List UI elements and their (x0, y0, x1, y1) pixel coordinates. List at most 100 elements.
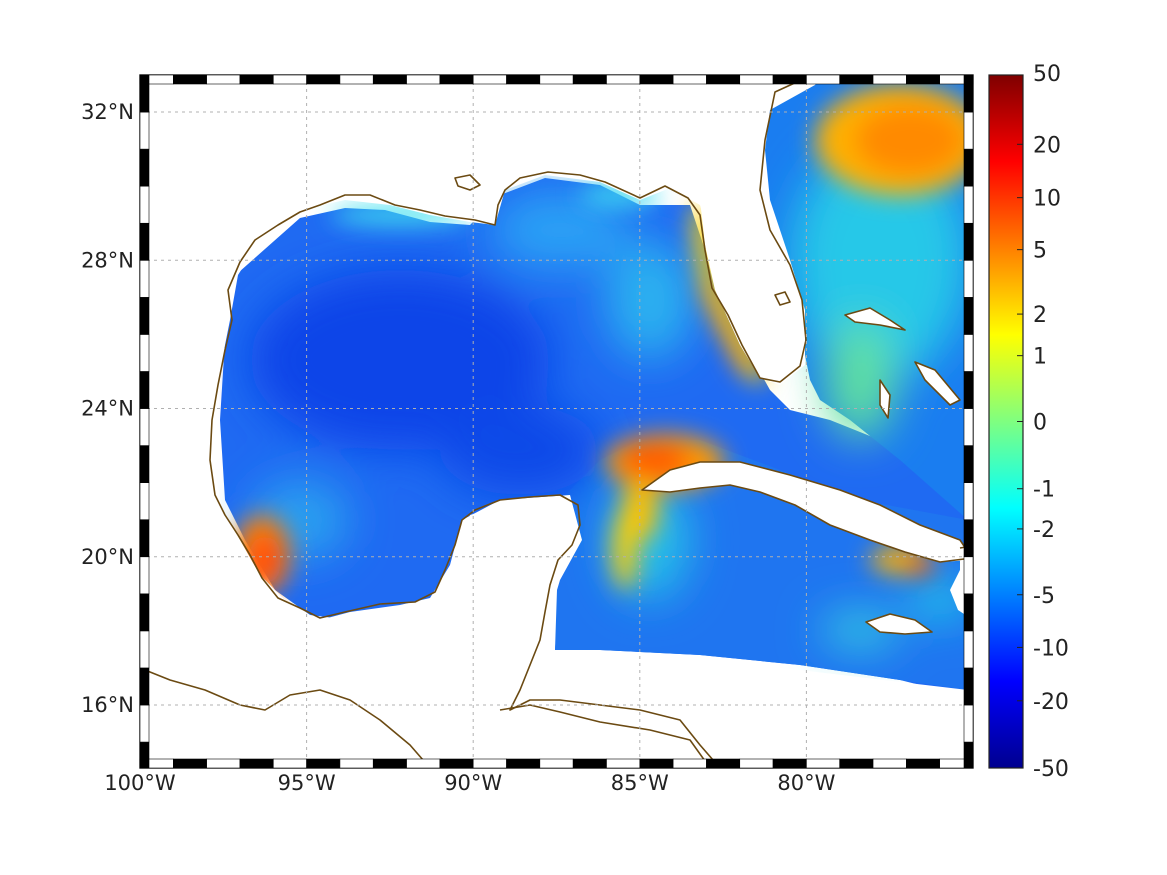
checker-bottom-19 (772, 758, 807, 769)
checker-bottom-22 (872, 758, 907, 769)
checker-top-13 (572, 74, 607, 85)
colorbar-tick-label: 2 (1033, 303, 1047, 328)
checker-bottom-17 (706, 758, 741, 769)
lon-tick-label: 90°W (444, 771, 502, 795)
checker-right-9 (963, 408, 974, 446)
checker-left-4 (139, 593, 150, 632)
lat-tick-label: 24°N (81, 397, 134, 421)
checker-bottom-13 (572, 758, 607, 769)
checker-top-19 (772, 74, 807, 85)
coastlines (140, 75, 973, 768)
checker-bottom-14 (606, 758, 641, 769)
land (140, 75, 973, 768)
lat-tick-label: 28°N (81, 248, 134, 272)
checker-right-15 (963, 185, 974, 224)
checker-right-7 (963, 482, 974, 521)
checker-bottom-20 (806, 758, 841, 769)
checker-bottom-4 (272, 758, 307, 769)
checker-bottom-9 (439, 758, 474, 769)
lon-tick-label: 85°W (611, 771, 669, 795)
checker-left-16 (139, 148, 150, 187)
checker-top-6 (339, 74, 374, 85)
checker-top-4 (272, 74, 307, 85)
checker-left-6 (139, 519, 150, 558)
lat-tick-labels: 32°N 28°N 24°N 20°N 16°N (81, 100, 134, 717)
colorbar-tick-label: 5 (1033, 239, 1047, 264)
cuba-coastline (641, 461, 973, 563)
lon-tick-label: 80°W (777, 771, 835, 795)
checker-bottom-23 (906, 758, 940, 769)
lake-pontchartrain (454, 174, 481, 191)
checker-right-11 (963, 334, 974, 372)
checker-left-1 (139, 704, 150, 743)
checker-left-12 (139, 297, 150, 335)
checker-bottom-8 (406, 758, 441, 769)
checker-top-14 (606, 74, 641, 85)
lat-tick-label: 16°N (81, 693, 134, 717)
florida-land (700, 78, 820, 385)
checker-right-13 (963, 259, 974, 298)
checker-top-12 (539, 74, 574, 85)
checker-left-10 (139, 371, 150, 409)
lake-okeechobee (774, 291, 791, 306)
gulf-coastline (209, 75, 811, 768)
checker-bottom-6 (339, 758, 374, 769)
checker-top-20 (806, 74, 841, 85)
checker-bottom-3 (239, 758, 274, 769)
colorbar-tick-label: 20 (1033, 133, 1061, 158)
checker-left-14 (139, 222, 150, 261)
checker-bottom-18 (739, 758, 774, 769)
checker-right-16 (963, 148, 974, 187)
checker-left-3 (139, 630, 150, 669)
colorbar-tick-label: 10 (1033, 187, 1061, 212)
checker-right-4 (963, 593, 974, 632)
lon-tick-labels: 100°W 95°W 90°W 85°W 80°W (104, 771, 835, 795)
colorbar-tick-label: -50 (1033, 757, 1069, 782)
colorbar-tick-label: 1 (1033, 345, 1047, 370)
colorbar-tick-label: -20 (1033, 690, 1069, 715)
lon-tick-label: 95°W (278, 771, 336, 795)
checker-top-16 (672, 74, 707, 85)
checker-bottom-7 (372, 758, 407, 769)
colorbar-tick-label: -5 (1033, 584, 1055, 609)
checker-right-17 (963, 111, 974, 150)
checker-top-22 (872, 74, 907, 85)
bahamas-coastline (844, 307, 973, 549)
checker-top-3 (239, 74, 274, 85)
frame-checker-border (139, 74, 974, 769)
checker-bottom-15 (639, 758, 674, 769)
checker-right-6 (963, 519, 974, 558)
checker-bottom-11 (506, 758, 541, 769)
checker-bottom-1 (173, 758, 207, 769)
checker-right-1 (963, 704, 974, 743)
checker-top-15 (639, 74, 674, 85)
checker-left-13 (139, 259, 150, 298)
plot-area (140, 75, 973, 768)
checker-left-11 (139, 334, 150, 372)
checker-top-7 (372, 74, 407, 85)
lat-tick-label: 32°N (81, 100, 134, 124)
central-america-coastline (499, 704, 711, 768)
lon-tick-label: 100°W (104, 771, 176, 795)
checker-right-2 (963, 667, 974, 706)
checker-right-8 (963, 445, 974, 483)
checker-left-15 (139, 185, 150, 224)
colorbar-tick-label: -2 (1033, 518, 1055, 543)
lat-tick-label: 20°N (81, 545, 134, 569)
checker-bottom-2 (206, 758, 241, 769)
checker-top-10 (472, 74, 507, 85)
checker-left-9 (139, 408, 150, 446)
checker-bottom-21 (839, 758, 874, 769)
checker-right-18 (963, 74, 974, 113)
checker-top-9 (439, 74, 474, 85)
checker-left-5 (139, 556, 150, 595)
checker-right-12 (963, 297, 974, 335)
colorbar-tick-label: 0 (1033, 411, 1047, 436)
colorbar-tick-label: 50 (1033, 62, 1061, 87)
checker-top-11 (506, 74, 541, 85)
checker-top-5 (306, 74, 341, 85)
grid-lines (140, 75, 973, 768)
checker-left-2 (139, 667, 150, 706)
